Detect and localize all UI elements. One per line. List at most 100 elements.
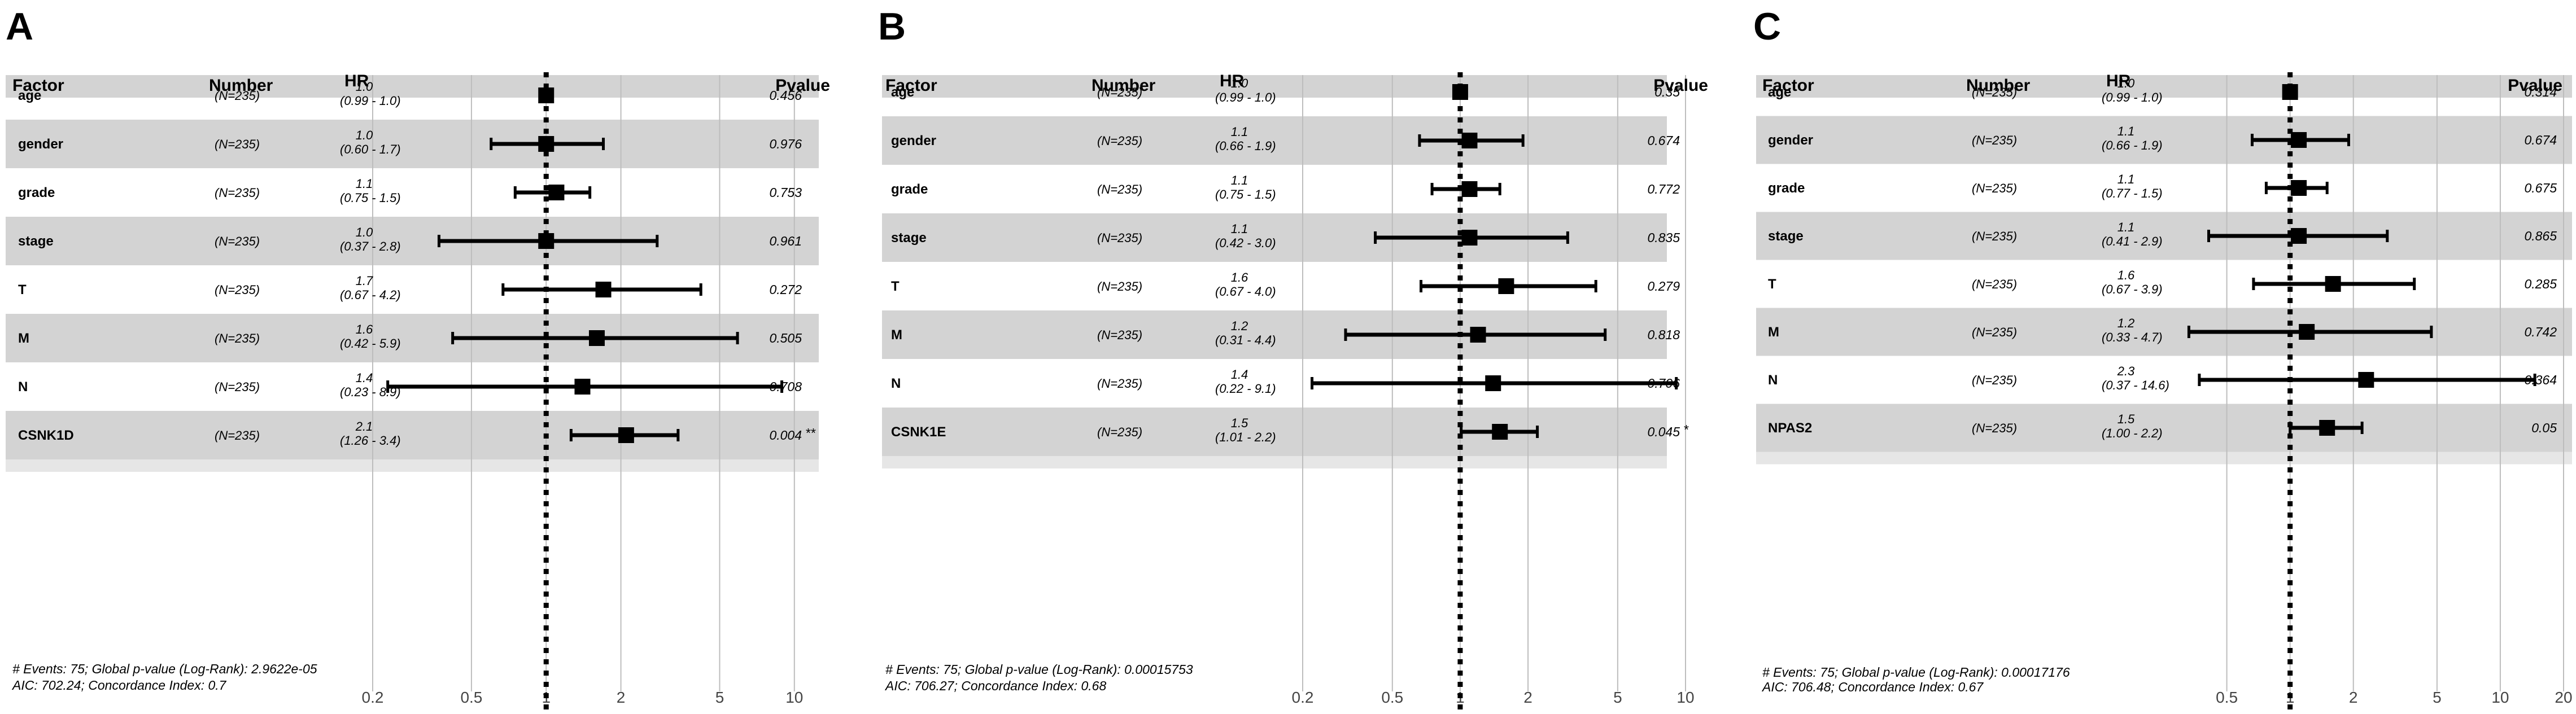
- x-tick-label: 0.5: [2216, 689, 2238, 706]
- row-n: N (N=235)2.3(0.37 - 14.6) 0.364: [1768, 364, 2557, 392]
- x-tick-label: 20: [2555, 689, 2572, 706]
- number-label: (N=235): [1097, 328, 1142, 342]
- hr-value: 1.5: [2117, 412, 2135, 426]
- number-label: (N=235): [1097, 279, 1142, 294]
- ci-label: (0.75 - 1.5): [340, 191, 401, 205]
- pvalue: 0.314: [2524, 85, 2557, 99]
- x-tick-label: 0.2: [1292, 689, 1314, 706]
- row-m: M (N=235) 1.2(0.31 - 4.4) 0.818: [891, 319, 1680, 347]
- hr-value: 1.2: [2117, 316, 2135, 330]
- ci-label: (0.33 - 4.7): [2102, 330, 2163, 344]
- hr-point: [588, 330, 605, 346]
- factor-label: N: [1768, 373, 1778, 388]
- x-tick-label: 0.5: [460, 689, 482, 706]
- hr-point: [2291, 132, 2307, 148]
- x-tick-label: 10: [2491, 689, 2509, 706]
- factor-label: gender: [891, 133, 936, 148]
- row-stage: stage (N=235) 1.0(0.37 - 2.8) 0.961: [18, 225, 802, 253]
- row-gender: gender (N=235) 1.1(0.66 - 1.9) 0.674: [891, 125, 1680, 153]
- factor-label: T: [18, 282, 27, 297]
- pvalue: 0.976: [769, 137, 802, 151]
- row-grade: grade (N=235) 1.1(0.77 - 1.5) 0.675: [1768, 172, 2557, 200]
- ci-label: (0.99 - 1.0): [2102, 90, 2163, 104]
- hr-point: [1461, 133, 1478, 148]
- pvalue: 0.05: [2531, 420, 2557, 435]
- ci-label: (1.00 - 2.2): [2102, 426, 2163, 440]
- hr-value: 1.1: [2117, 124, 2135, 138]
- panel-label: B: [878, 5, 906, 48]
- header-hr: HR: [1220, 72, 1245, 90]
- hr-point: [2299, 324, 2315, 340]
- hr-value: 1.4: [1231, 367, 1248, 382]
- hr-point: [2358, 372, 2374, 388]
- x-tick-label: 5: [715, 689, 724, 706]
- number-label: (N=235): [1972, 373, 2017, 387]
- pvalue: 0.961: [769, 234, 802, 248]
- ci-label: (0.67 - 4.2): [340, 288, 401, 302]
- hr-point: [1461, 181, 1478, 197]
- number-label: (N=235): [1972, 325, 2017, 339]
- pvalue: 0.35: [1654, 85, 1680, 99]
- hr-value: 1.0: [1231, 76, 1248, 90]
- x-tick-label: 0.5: [1381, 689, 1403, 706]
- hr-point: [2291, 228, 2307, 244]
- row-band: [1756, 212, 2572, 260]
- significance-stars: *: [1683, 422, 1689, 437]
- ci-label: (0.75 - 1.5): [1215, 187, 1276, 202]
- number-label: (N=235): [215, 283, 260, 297]
- number-label: (N=235): [1972, 229, 2017, 243]
- pvalue: 0.865: [2524, 229, 2557, 243]
- hr-point: [2291, 180, 2307, 196]
- factor-label: gender: [1768, 133, 1813, 148]
- header-pvalue: Pvalue: [2508, 76, 2562, 95]
- row-band: [1756, 308, 2572, 356]
- row-csnk1e: CSNK1E (N=235) 1.5(1.01 - 2.2) 0.045 *: [891, 416, 1689, 444]
- ci-label: (0.37 - 14.6): [2102, 378, 2169, 392]
- number-label: (N=235): [1972, 85, 2017, 99]
- pvalue: 0.272: [769, 282, 802, 297]
- row-stage: stage (N=235) 1.1(0.41 - 2.9) 0.865: [1768, 220, 2557, 248]
- factor-label: T: [1768, 277, 1776, 292]
- footer-band: [6, 459, 819, 472]
- row-band: [882, 116, 1667, 165]
- factor-label: age: [18, 88, 41, 103]
- ci-label: (0.67 - 3.9): [2102, 282, 2163, 296]
- hr-value: 1.1: [1231, 125, 1248, 139]
- row-grade: grade (N=235) 1.1(0.75 - 1.5) 0.753: [18, 177, 802, 205]
- pvalue: 0.285: [2524, 277, 2557, 291]
- ci-label: (0.66 - 1.9): [2102, 138, 2163, 152]
- footer-band: [1756, 452, 2572, 465]
- hr-value: 1.0: [2117, 76, 2135, 90]
- ci-label: (0.42 - 3.0): [1215, 236, 1276, 250]
- hr-point: [2282, 84, 2298, 100]
- ci-label: (0.31 - 4.4): [1215, 333, 1276, 347]
- x-tick-label: 10: [1676, 689, 1694, 706]
- hr-value: 1.1: [1231, 173, 1248, 187]
- pvalue: 0.674: [2524, 133, 2557, 147]
- row-n: N(N=235)1.4(0.22 - 9.1)0.706: [891, 367, 1680, 396]
- hr-value: 2.3: [2117, 364, 2135, 378]
- hr-point: [548, 185, 565, 200]
- ci-label: (0.37 - 2.8): [340, 239, 401, 253]
- number-label: (N=235): [215, 186, 260, 200]
- factor-label: grade: [18, 185, 55, 200]
- x-tick-label: 2: [1523, 689, 1532, 706]
- x-tick-label: 2: [617, 689, 626, 706]
- number-label: (N=235): [1097, 85, 1142, 99]
- factor-label: M: [18, 331, 29, 346]
- hr-value: 1.6: [356, 322, 373, 336]
- row-age: age (N=235) 1.0(0.99 - 1.0) 0.35: [891, 76, 1680, 104]
- hr-point: [1498, 278, 1514, 294]
- row-t: T (N=235) 1.7(0.67 - 4.2) 0.272: [18, 274, 802, 302]
- number-label: (N=235): [1972, 421, 2017, 435]
- factor-label: N: [18, 379, 28, 395]
- factor-label: N: [891, 376, 901, 391]
- header-hr: HR: [2106, 72, 2131, 90]
- forest-panel-b: 0.20.512510BFactorNumberHRPvalueage(N=23…: [878, 5, 1708, 714]
- hr-value: 1.5: [1231, 416, 1248, 430]
- row-gender: gender (N=235) 1.1(0.66 - 1.9) 0.674: [1768, 124, 2557, 152]
- number-label: (N=235): [1972, 181, 2017, 195]
- row-band: [6, 411, 819, 459]
- header-factor: Factor: [1762, 76, 1814, 95]
